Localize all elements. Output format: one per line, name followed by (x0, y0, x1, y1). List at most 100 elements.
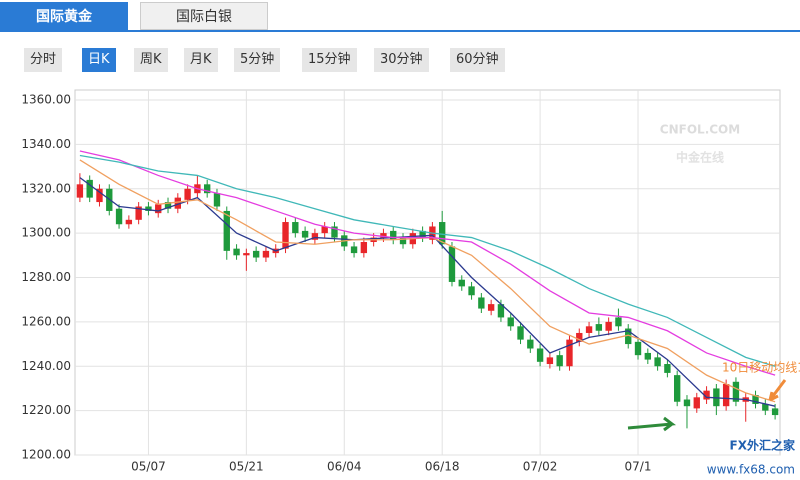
watermark: 中金在线 (676, 150, 724, 165)
candle-body (213, 193, 221, 207)
period-button[interactable]: 5分钟 (234, 48, 281, 72)
candle-body (292, 222, 299, 234)
candle-body (174, 197, 181, 209)
y-tick-label: 1240.00 (21, 359, 71, 373)
arrow (768, 379, 787, 402)
candle-body (771, 408, 779, 416)
candle-body (262, 250, 270, 258)
tab-bar: 国际黄金 国际白银 (0, 0, 800, 32)
x-tick-label: 06/18 (425, 460, 460, 474)
candle-body (311, 233, 319, 240)
candle-body (644, 352, 651, 360)
candle-body (223, 210, 230, 251)
candle-body (546, 357, 554, 365)
x-tick-label: 07/1 (625, 460, 652, 474)
candle-body (448, 246, 456, 282)
candle-body (86, 179, 93, 198)
ma-line (79, 177, 776, 407)
candle-body (683, 399, 691, 407)
candle-body (282, 222, 289, 249)
candle-body (439, 222, 446, 245)
candle-body (243, 253, 250, 256)
candle-body (674, 375, 681, 402)
y-tick-label: 1220.00 (21, 403, 71, 417)
candle-body (703, 390, 710, 400)
x-tick-label: 05/07 (131, 460, 166, 474)
candle-body (360, 242, 368, 254)
candle-body (76, 184, 84, 198)
y-tick-label: 1260.00 (21, 314, 71, 328)
candle-body (605, 321, 612, 331)
candle-body (762, 403, 769, 411)
y-tick-label: 1300.00 (21, 226, 71, 240)
period-button[interactable]: 月K (184, 48, 218, 72)
candle-body (527, 339, 534, 349)
y-tick-label: 1280.00 (21, 270, 71, 284)
arrow (627, 416, 677, 432)
candle-body (468, 286, 475, 296)
candle-body (419, 230, 426, 238)
candle-body (625, 328, 632, 345)
y-tick-label: 1360.00 (21, 93, 71, 107)
candle-body (556, 355, 563, 367)
candle-body (252, 250, 260, 258)
brand: FX外汇之家 (730, 438, 796, 453)
candle-body (96, 188, 103, 203)
watermark: CNFOL.COM (660, 123, 740, 137)
candle-body (390, 230, 397, 240)
period-button[interactable]: 15分钟 (302, 48, 357, 72)
y-tick-label: 1200.00 (21, 448, 71, 462)
brand-url: www.fx68.com (707, 463, 795, 477)
candle-body (321, 226, 328, 234)
candle-body (164, 202, 172, 209)
candle-body (732, 381, 740, 402)
y-tick-label: 1340.00 (21, 137, 71, 151)
candle-body (204, 184, 211, 194)
ma-line (79, 154, 776, 367)
candle-body (585, 326, 593, 333)
candle-body (125, 219, 133, 225)
candle-body (478, 297, 485, 309)
candle-body (155, 204, 162, 214)
period-button[interactable]: 分时 (24, 48, 63, 72)
candle-body (380, 233, 387, 238)
candle-body (634, 341, 642, 356)
candle-body (615, 317, 622, 327)
x-tick-label: 07/02 (523, 460, 558, 474)
candle-body (497, 304, 505, 318)
candle-body (331, 226, 338, 238)
period-button[interactable]: 60分钟 (450, 48, 505, 72)
candle-body (752, 395, 759, 404)
candle-body (576, 332, 583, 342)
period-button[interactable]: 30分钟 (374, 48, 429, 72)
candle-body (399, 237, 407, 245)
candle-body (145, 206, 152, 211)
period-button[interactable]: 周K (134, 48, 168, 72)
candle-body (722, 384, 730, 407)
y-tick-label: 1320.00 (21, 181, 71, 195)
x-tick-label: 06/04 (327, 460, 362, 474)
tab[interactable]: 国际黄金 (0, 2, 128, 30)
candle-body (517, 326, 524, 340)
candle-body (536, 348, 544, 362)
ma-line (79, 159, 776, 403)
candle-body (458, 279, 465, 287)
candle-body (664, 364, 671, 373)
candle-body (507, 317, 514, 327)
annotation: 10日移动均线1244 (722, 361, 800, 375)
ma-line (79, 150, 776, 376)
x-tick-label: 05/21 (229, 460, 264, 474)
candle-body (654, 357, 661, 367)
tab[interactable]: 国际白银 (140, 2, 268, 30)
candle-body (135, 206, 142, 220)
candle-body (693, 397, 700, 409)
candle-body (301, 230, 309, 238)
candle-body (233, 248, 240, 256)
candle-body (595, 324, 603, 331)
candle-body (350, 246, 358, 254)
period-button[interactable]: 日K (82, 48, 116, 72)
candle-body (184, 188, 191, 200)
candle-body (115, 208, 123, 225)
